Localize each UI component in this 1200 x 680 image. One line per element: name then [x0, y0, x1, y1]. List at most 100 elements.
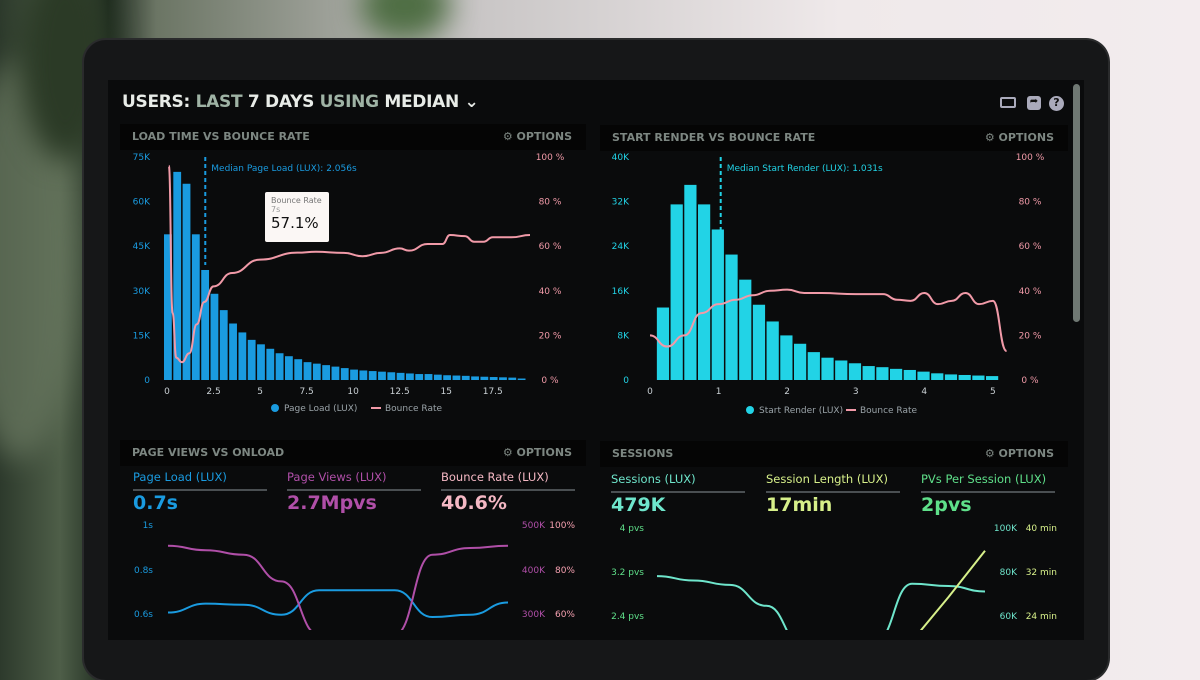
histogram-bar: [368, 371, 377, 380]
y-tick-label: 0: [623, 376, 629, 386]
histogram-bar: [656, 307, 670, 380]
histogram-bar: [848, 363, 862, 380]
legend-dot: [271, 404, 279, 412]
y2-tick-label: 100 %: [536, 153, 565, 163]
metric-label: Page Views (LUX): [287, 470, 387, 484]
panel-header-sessions: SESSIONS ⚙ OPTIONS: [600, 441, 1068, 467]
histogram-bar: [862, 366, 875, 380]
tooltip-title: Bounce Rate: [271, 196, 322, 205]
options-button[interactable]: ⚙ OPTIONS: [502, 130, 572, 143]
x-tick-label: 5: [990, 387, 996, 397]
share-icon[interactable]: ➦: [1027, 96, 1041, 110]
legend-label: Start Render (LUX): [759, 406, 843, 416]
options-button[interactable]: ⚙ OPTIONS: [984, 131, 1054, 144]
x-tick-label: 17.5: [483, 387, 503, 397]
x-tick-label: 2.5: [206, 387, 220, 397]
y-tick-label: 75K: [133, 153, 151, 163]
metric-value: 40.6%: [441, 492, 507, 514]
monitor-icon[interactable]: [1000, 97, 1016, 108]
histogram-bar: [684, 184, 697, 380]
histogram-bar: [303, 362, 312, 380]
title-days[interactable]: 7 DAYS: [247, 92, 315, 112]
tooltip-sub: 7s: [271, 205, 281, 214]
legend-label: Bounce Rate: [860, 406, 918, 416]
y-tick-label: 2.4 pvs: [611, 612, 644, 622]
histogram-bar: [396, 372, 405, 380]
y-tick-label: 0: [144, 376, 150, 386]
x-tick-label: 15: [441, 387, 452, 397]
histogram-bar: [285, 356, 293, 380]
y2-tick-label: 100 %: [1016, 153, 1045, 163]
x-tick-label: 0: [647, 387, 653, 397]
x-tick-label: 4: [921, 387, 927, 397]
median-annotation: Median Start Render (LUX): 1.031s: [727, 164, 883, 174]
title-users: USERS:: [122, 92, 190, 112]
histogram-bar: [238, 332, 247, 380]
histogram-bar: [766, 321, 779, 380]
panel-title: PAGE VIEWS VS ONLOAD: [132, 446, 285, 459]
x-tick-label: 12.5: [390, 387, 410, 397]
x-tick-label: 7.5: [299, 387, 313, 397]
x-tick-label: 10: [347, 387, 359, 397]
y-tick-label: 40K: [612, 153, 630, 163]
x-tick-label: 1: [716, 387, 722, 397]
options-button[interactable]: ⚙ OPTIONS: [502, 446, 572, 459]
title-median[interactable]: MEDIAN: [384, 92, 459, 112]
histogram-bar: [201, 269, 210, 380]
y2-tick-label: 60K: [1000, 612, 1018, 622]
y2-tick-label: 60 %: [1019, 242, 1042, 252]
tooltip: Bounce Rate 7s 57.1%: [265, 192, 329, 242]
y2-tick-label: 100K: [994, 524, 1018, 534]
panel-header-start-render: START RENDER VS BOUNCE RATE ⚙ OPTIONS: [600, 125, 1068, 151]
histogram-bar: [986, 376, 999, 380]
y2-tick-label: 20 %: [539, 331, 562, 341]
histogram-bar: [331, 366, 340, 380]
panel-title: START RENDER VS BOUNCE RATE: [612, 131, 816, 144]
histogram-bar: [191, 234, 200, 380]
histogram-bar: [944, 374, 958, 380]
histogram-bar: [182, 183, 191, 380]
metric-divider: [441, 489, 575, 491]
y-tick-label: 0.6s: [134, 610, 153, 620]
histogram-bar: [958, 374, 971, 380]
histogram-bar: [266, 348, 275, 380]
histogram-bar: [931, 373, 944, 380]
histogram-bar: [387, 372, 396, 380]
panel-header-load-time: LOAD TIME VS BOUNCE RATE ⚙ OPTIONS: [120, 124, 586, 150]
chevron-down-icon[interactable]: ⌄: [464, 92, 479, 112]
histogram-bar: [807, 352, 820, 380]
histogram-bar: [350, 369, 358, 380]
histogram-bar: [903, 369, 916, 380]
bounce-rate-line: [649, 288, 1008, 353]
series-line: [919, 550, 986, 630]
y-tick-label: 3.2 pvs: [611, 568, 644, 578]
bounce-rate-line: [167, 164, 531, 364]
histogram-bar: [890, 368, 903, 380]
y-tick-label: 0.8s: [134, 566, 153, 576]
metric-label: Page Load (LUX): [133, 470, 227, 484]
scrollbar[interactable]: [1073, 84, 1080, 322]
options-button[interactable]: ⚙ OPTIONS: [984, 447, 1054, 460]
y-tick-label: 32K: [612, 198, 630, 208]
histogram-bar: [739, 279, 752, 380]
page-title[interactable]: USERS: LAST 7 DAYS USING MEDIAN ⌄: [122, 92, 479, 112]
y2-tick-label: 80 %: [539, 198, 562, 208]
histogram-bar: [247, 339, 256, 380]
histogram-bar: [876, 367, 889, 380]
histogram-bar: [499, 377, 507, 380]
help-icon[interactable]: ?: [1049, 96, 1064, 111]
histogram-bar: [210, 293, 219, 380]
y2-tick-label: 80K: [1000, 568, 1018, 578]
metric-divider: [133, 489, 267, 491]
histogram-bar: [229, 323, 237, 380]
y2-tick-label: 40 %: [1019, 287, 1042, 297]
x-tick-label: 3: [853, 387, 859, 397]
x-tick-label: 5: [257, 387, 263, 397]
y2-tick-label: 60 %: [539, 242, 562, 252]
y-tick-label: 24K: [612, 242, 630, 252]
series-line: [167, 589, 509, 619]
histogram-bar: [835, 360, 848, 380]
y2-tick-label: 20 %: [1019, 331, 1042, 341]
y2-tick-label: 400K: [522, 566, 546, 576]
y-tick-label: 1s: [143, 521, 154, 531]
